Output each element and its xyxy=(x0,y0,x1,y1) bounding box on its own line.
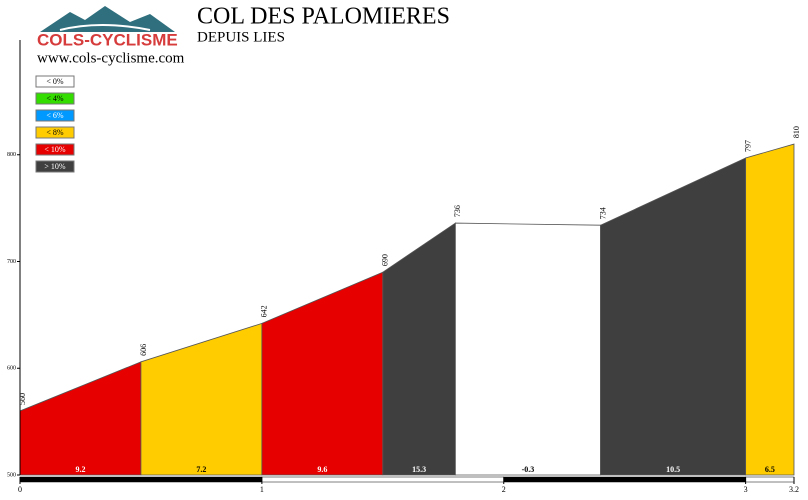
y-tick-label: 800 xyxy=(7,152,16,158)
x-tick-label: 3 xyxy=(744,485,748,494)
site-url: www.cols-cyclisme.com xyxy=(37,50,185,66)
legend-label: < 4% xyxy=(46,94,64,103)
grade-label: 15.3 xyxy=(412,465,426,474)
legend-swatch xyxy=(35,75,75,88)
elevation-label: 797 xyxy=(743,140,752,152)
segment xyxy=(261,271,384,476)
y-tick-label: 700 xyxy=(7,259,16,265)
chart-title: COL DES PALOMIERES xyxy=(197,4,450,30)
logo-mountains xyxy=(40,6,175,32)
logo-road xyxy=(59,24,151,31)
distance-bar xyxy=(745,476,795,483)
logo: COLS-CYCLISME xyxy=(37,6,178,49)
legend-swatch xyxy=(35,92,75,105)
x-tick-label: 2 xyxy=(502,485,506,494)
grade-label: 7.2 xyxy=(196,465,206,474)
x-tick-label: 1 xyxy=(260,485,264,494)
y-tick-label: 600 xyxy=(7,366,16,372)
y-tick-label: 500 xyxy=(7,472,16,478)
elevation-label: 810 xyxy=(792,126,801,138)
segment xyxy=(382,222,456,476)
segment xyxy=(19,361,142,476)
elevation-label: 606 xyxy=(139,344,148,356)
elevation-label: 736 xyxy=(453,205,462,217)
segment xyxy=(745,143,795,476)
logo-text: COLS-CYCLISME xyxy=(37,30,178,49)
x-tick-label: 3.2 xyxy=(789,485,799,494)
legend-swatch xyxy=(35,126,75,139)
distance-bar xyxy=(503,476,746,483)
segment xyxy=(454,222,601,476)
chart-subtitle: DEPUIS LIES xyxy=(197,29,285,45)
legend-swatch xyxy=(35,143,75,156)
grade-label: -0.3 xyxy=(522,465,535,474)
legend-label: < 0% xyxy=(46,77,64,86)
segment xyxy=(140,322,263,476)
distance-bar xyxy=(261,476,504,483)
grade-label: 9.2 xyxy=(75,465,85,474)
legend-label: < 6% xyxy=(46,111,64,120)
grade-label: 9.6 xyxy=(317,465,327,474)
legend-label: < 10% xyxy=(44,145,66,154)
grade-label: 6.5 xyxy=(765,465,775,474)
grade-label: 10.5 xyxy=(666,465,680,474)
elevation-label: 690 xyxy=(381,254,390,266)
distance-bar xyxy=(19,476,263,483)
segment xyxy=(600,157,747,476)
legend-label: > 10% xyxy=(44,162,66,171)
elevation-label: 560 xyxy=(18,393,27,405)
legend-swatch xyxy=(35,160,75,173)
elevation-label: 642 xyxy=(260,305,269,317)
x-tick-label: 0 xyxy=(18,485,22,494)
elevation-label: 734 xyxy=(598,207,607,219)
legend-label: < 8% xyxy=(46,128,64,137)
legend-swatch xyxy=(35,109,75,122)
